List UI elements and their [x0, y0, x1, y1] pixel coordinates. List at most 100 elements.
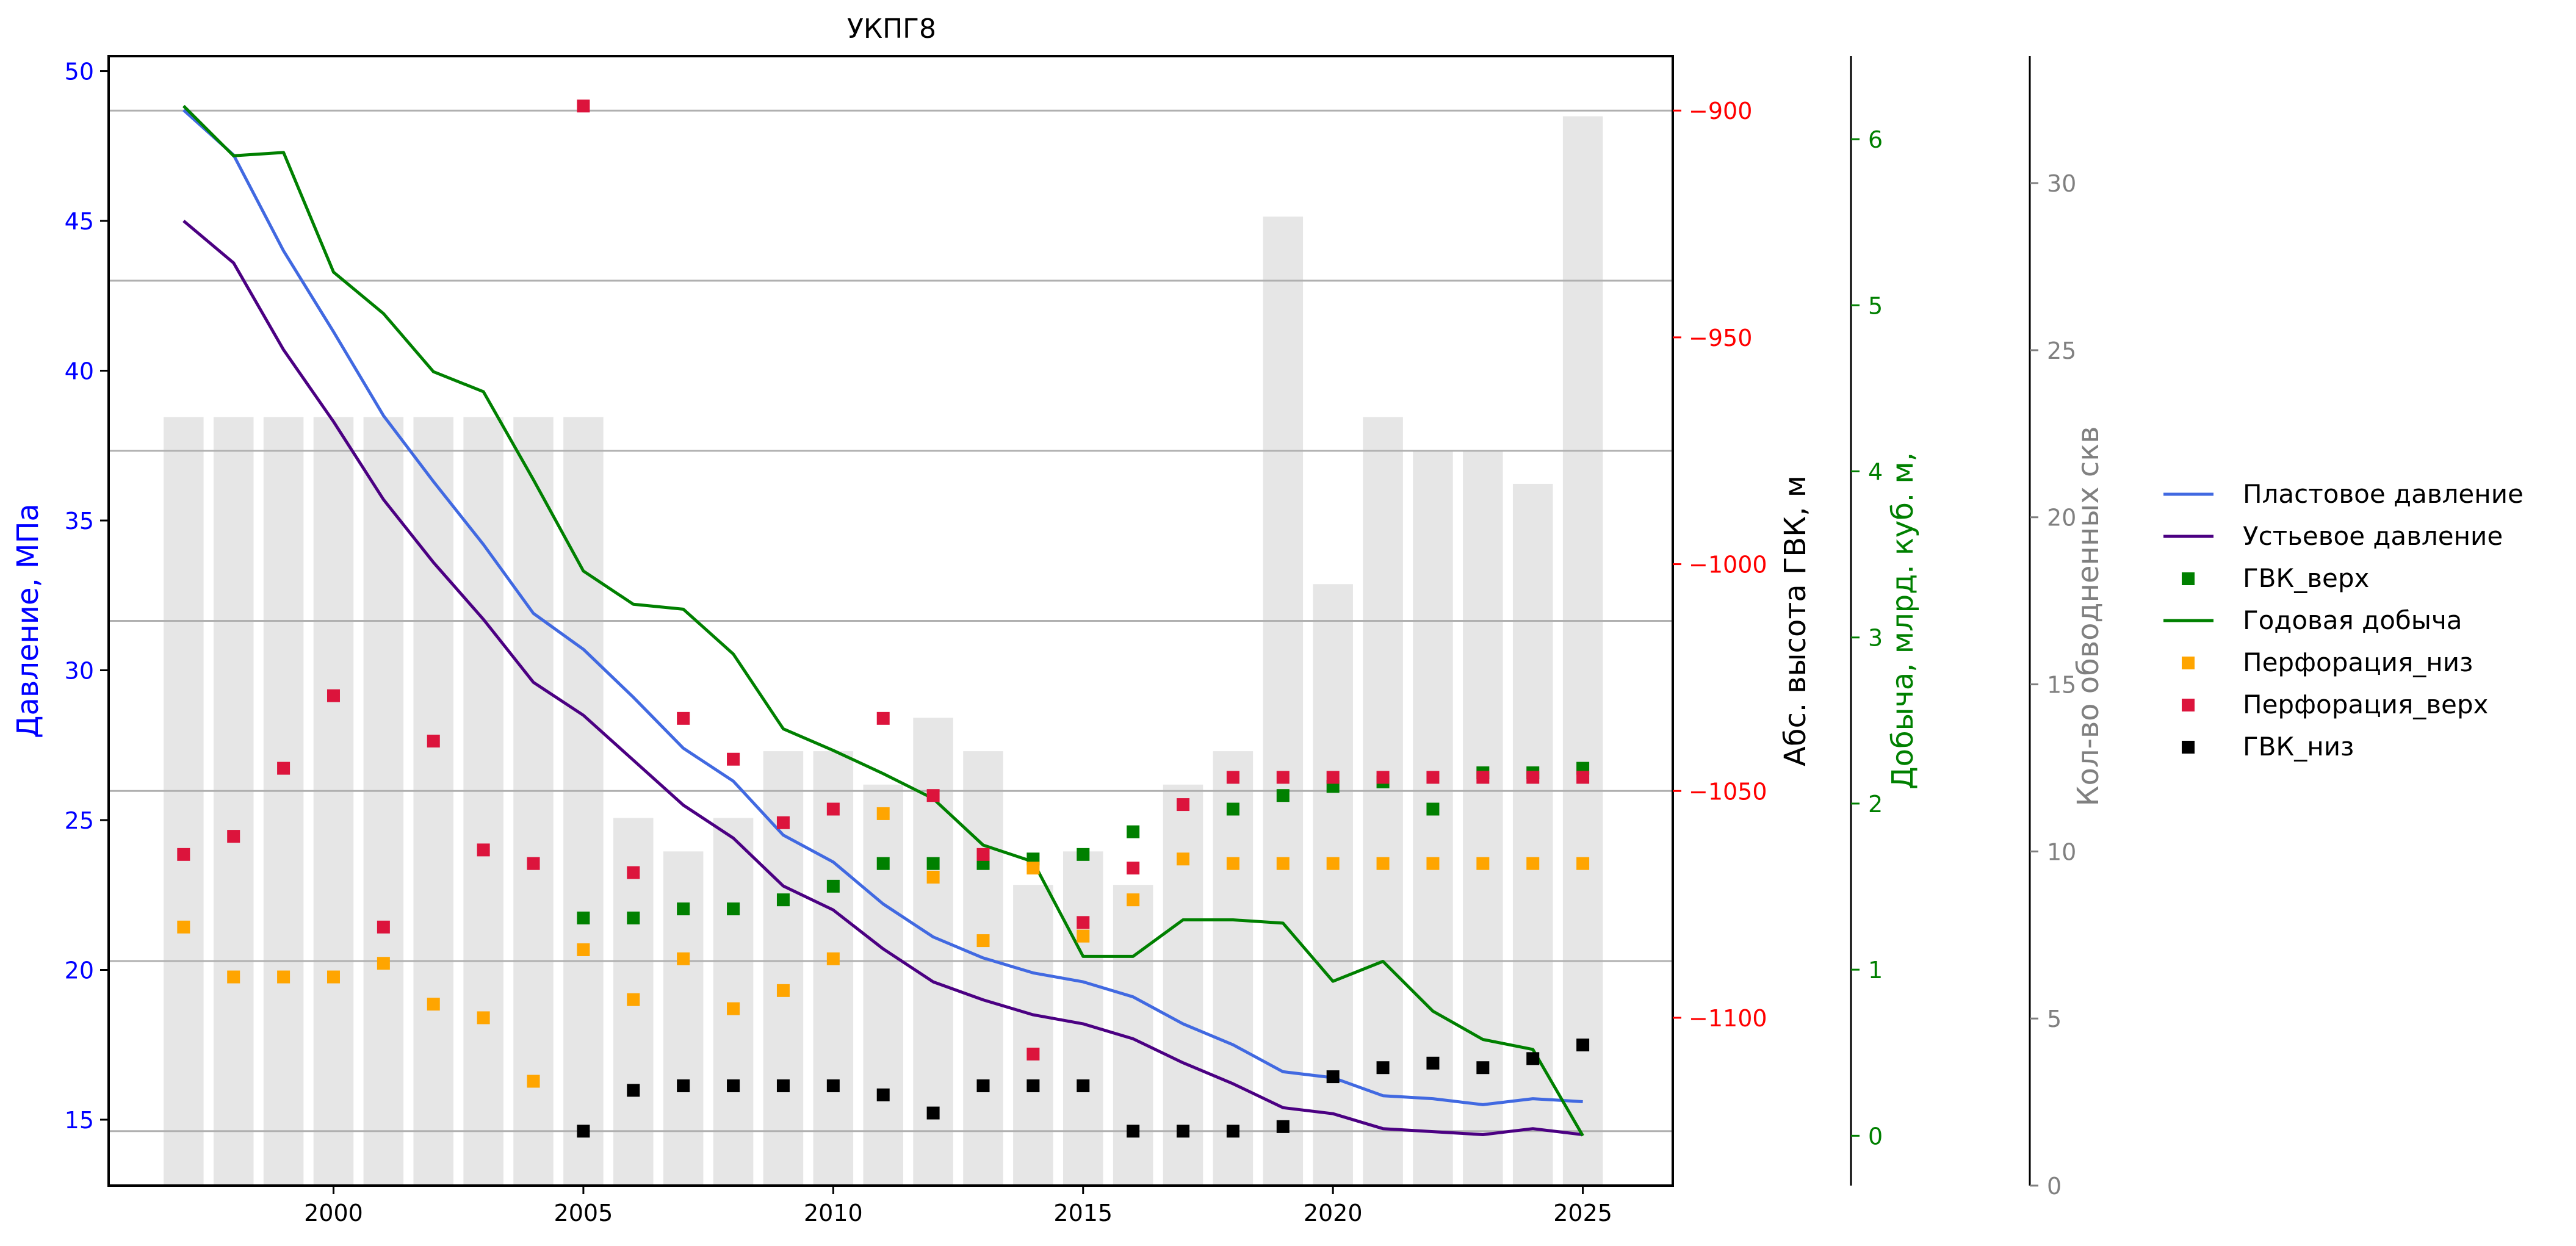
watered-wells-bar: [1562, 116, 1603, 1186]
scatter-point: [427, 734, 440, 747]
scatter-point: [1077, 929, 1090, 943]
wells-tick-label: 25: [2047, 337, 2076, 364]
watered-wells-bar: [1213, 751, 1254, 1186]
scatter-point: [926, 857, 940, 870]
scatter-point: [227, 970, 240, 984]
watered-wells-bar: [313, 417, 354, 1186]
scatter-point: [1476, 771, 1490, 784]
wells-axis-label: Кол-во обводненных скв: [2071, 426, 2105, 806]
x-tick-label: 2005: [554, 1200, 613, 1226]
wells-tick-label: 5: [2047, 1006, 2062, 1032]
scatter-point: [1276, 789, 1290, 802]
watered-wells-bar: [513, 417, 554, 1186]
watered-wells-bar: [1463, 450, 1503, 1186]
gvk-tick-label: −1050: [1689, 778, 1767, 805]
watered-wells-bar: [213, 417, 254, 1186]
scatter-point: [477, 843, 490, 857]
scatter-point: [1376, 857, 1390, 870]
scatter-point: [177, 920, 190, 934]
watered-wells-bar: [1313, 584, 1353, 1186]
gvk-tick-label: −900: [1689, 98, 1752, 124]
plot-border: [107, 55, 1674, 1187]
scatter-point: [677, 1079, 690, 1092]
plot-frame: [107, 55, 1674, 1187]
scatter-point: [377, 957, 390, 970]
gvk-tick-label: −1100: [1689, 1005, 1767, 1032]
x-tick-label: 2020: [1304, 1200, 1363, 1226]
scatter-point: [1426, 802, 1440, 816]
watered-wells-bar: [663, 851, 704, 1186]
scatter-point: [727, 1079, 740, 1092]
scatter-point: [1177, 852, 1190, 866]
series-line: [182, 104, 1584, 1137]
scatter-point: [826, 952, 840, 965]
scatter-point: [776, 893, 790, 907]
scatter-point: [627, 911, 640, 924]
x-tick-label: 2025: [1553, 1200, 1612, 1226]
x-tick-label: 2000: [304, 1200, 363, 1226]
gvk-gridlines: [109, 109, 1673, 1133]
watered-wells-bar: [363, 417, 404, 1186]
watered-wells-bar: [1063, 851, 1103, 1186]
scatter-point: [1326, 1070, 1340, 1084]
scatter-point: [1127, 893, 1140, 907]
legend-label: Годовая добыча: [2243, 605, 2462, 635]
watered-wells-bar: [1013, 885, 1053, 1186]
legend-square-marker: [2182, 657, 2195, 669]
scatter-point: [876, 857, 890, 870]
scatter-point: [1077, 1079, 1090, 1092]
legend-square-marker: [2182, 572, 2195, 585]
scatter-point: [627, 866, 640, 879]
scatter-point: [527, 1075, 540, 1088]
legend-square-marker: [2182, 741, 2195, 754]
scatter-point: [876, 711, 890, 725]
watered-wells-bar: [164, 417, 204, 1186]
scatter-point: [1526, 771, 1540, 784]
scatter-point: [327, 970, 340, 984]
scatter-point: [727, 902, 740, 916]
scatter-point: [1026, 862, 1040, 875]
watered-wells-bars: [164, 116, 1603, 1186]
scatter-point: [327, 689, 340, 702]
scatter-point: [776, 1079, 790, 1092]
watered-wells-bar: [563, 417, 604, 1186]
scatter-point: [1576, 857, 1590, 870]
watered-wells-bar: [1512, 483, 1553, 1186]
scatter-point: [577, 1125, 590, 1138]
axes: 2000 2005 2010 2015 2020 20251520253035404550…: [11, 56, 2105, 1226]
wells-tick-label: 0: [2047, 1173, 2062, 1200]
legend-label: ГВК_низ: [2243, 732, 2354, 762]
scatter-point: [577, 943, 590, 956]
scatter-point: [577, 911, 590, 924]
scatter-point: [677, 711, 690, 725]
scatter-point: [1276, 857, 1290, 870]
scatter-point: [527, 857, 540, 870]
scatter-point: [1226, 771, 1239, 784]
series-line: [182, 220, 1583, 1136]
scatter-point: [227, 830, 240, 843]
watered-wells-bar: [713, 818, 754, 1186]
scatter-point: [1576, 1039, 1590, 1052]
wells-tick-label: 20: [2047, 505, 2076, 531]
scatter-point: [177, 848, 190, 861]
scatter-point: [677, 902, 690, 916]
legend-label: Перфорация_верх: [2243, 690, 2488, 719]
watered-wells-bar: [413, 417, 454, 1186]
scatter-point: [1077, 848, 1090, 861]
legend-square-marker: [2182, 699, 2195, 711]
wells-tick-label: 15: [2047, 672, 2076, 699]
series-line: [182, 109, 1583, 1106]
scatter-point: [1177, 1125, 1190, 1138]
watered-wells-bar: [1363, 417, 1403, 1186]
scatter-point: [1026, 1079, 1040, 1092]
scatter-point: [876, 807, 890, 820]
watered-wells-bar: [963, 751, 1003, 1186]
scatter-point: [1127, 1125, 1140, 1138]
pressure-axis-label: Давление, МПа: [11, 503, 45, 738]
pressure-tick-label: 20: [65, 957, 94, 984]
x-tick-label: 2010: [804, 1200, 863, 1226]
scatter-point: [1326, 857, 1340, 870]
scatter-point: [1226, 1125, 1239, 1138]
scatter-point: [627, 1084, 640, 1097]
scatter-point: [377, 920, 390, 934]
